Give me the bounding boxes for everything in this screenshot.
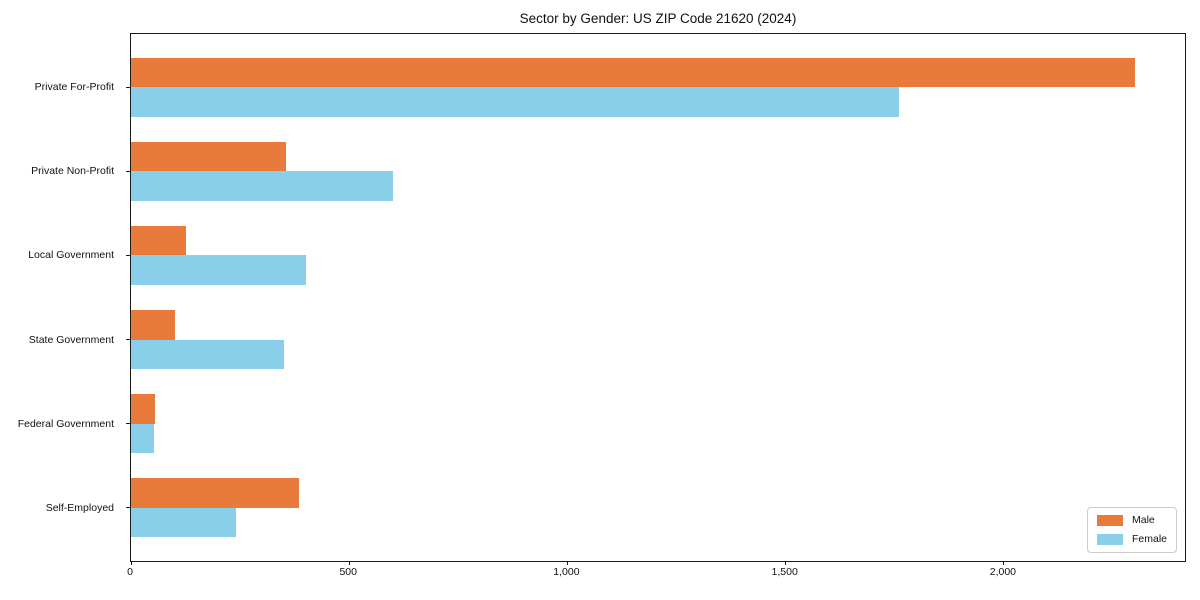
x-tick-label-2-000: 2,000: [989, 566, 1017, 578]
x-tick-label-0: 0: [127, 566, 133, 578]
x-tick-label-500: 500: [339, 566, 357, 578]
x-tick-label-1-500: 1,500: [771, 566, 798, 578]
y-tick-mark: [126, 507, 131, 509]
bar-male-local-government: [131, 226, 186, 256]
plot-area: Male Female: [126, 33, 1186, 565]
y-tick-mark: [126, 254, 131, 256]
y-tick-mark: [126, 86, 131, 88]
bar-female-private-non-profit: [131, 171, 393, 201]
chart-title: Sector by Gender: US ZIP Code 21620 (202…: [519, 11, 797, 26]
bar-female-self-employed: [131, 507, 236, 538]
y-tick-mark: [126, 423, 131, 425]
bar-male-federal-government: [131, 394, 155, 424]
x-axis-labels: 0 500 1,000 1,500 2,000: [127, 566, 1186, 582]
bar-female-federal-government: [131, 423, 155, 453]
x-tick-mark: [130, 561, 132, 565]
bar-male-private-for-profit: [131, 57, 1135, 88]
y-tick-label-federal-government: Federal Government: [17, 417, 114, 430]
legend: Male Female: [1086, 507, 1177, 553]
y-tick-mark: [126, 170, 131, 172]
x-tick-label-1-000: 1,000: [553, 566, 580, 578]
y-tick-label-state-government: State Government: [28, 333, 114, 346]
bar-female-state-government: [131, 339, 284, 369]
x-tick-mark: [785, 561, 787, 565]
legend-swatch-male: [1096, 515, 1123, 526]
y-tick-mark: [126, 339, 131, 341]
y-tick-label-private-for-profit: Private For-Profit: [34, 81, 114, 94]
y-tick-label-private-non-profit: Private Non-Profit: [31, 165, 114, 178]
legend-label-male: Male: [1131, 514, 1155, 526]
legend-label-female: Female: [1131, 533, 1167, 545]
legend-entry-female: Female: [1096, 533, 1167, 546]
y-tick-label-local-government: Local Government: [28, 249, 114, 262]
y-tick-label-self-employed: Self-Employed: [45, 501, 114, 514]
x-tick-mark: [348, 561, 350, 565]
legend-entry-male: Male: [1096, 514, 1167, 527]
x-tick-mark: [566, 561, 568, 565]
legend-swatch-female: [1096, 534, 1123, 545]
bar-female-private-for-profit: [131, 87, 900, 117]
bar-male-private-non-profit: [131, 142, 286, 172]
bar-male-state-government: [131, 310, 175, 340]
bar-female-local-government: [131, 255, 306, 285]
x-tick-mark: [1003, 561, 1005, 565]
bar-male-self-employed: [131, 478, 300, 508]
y-axis-labels: Private For-Profit Private Non-Profit Loca…: [0, 33, 122, 562]
